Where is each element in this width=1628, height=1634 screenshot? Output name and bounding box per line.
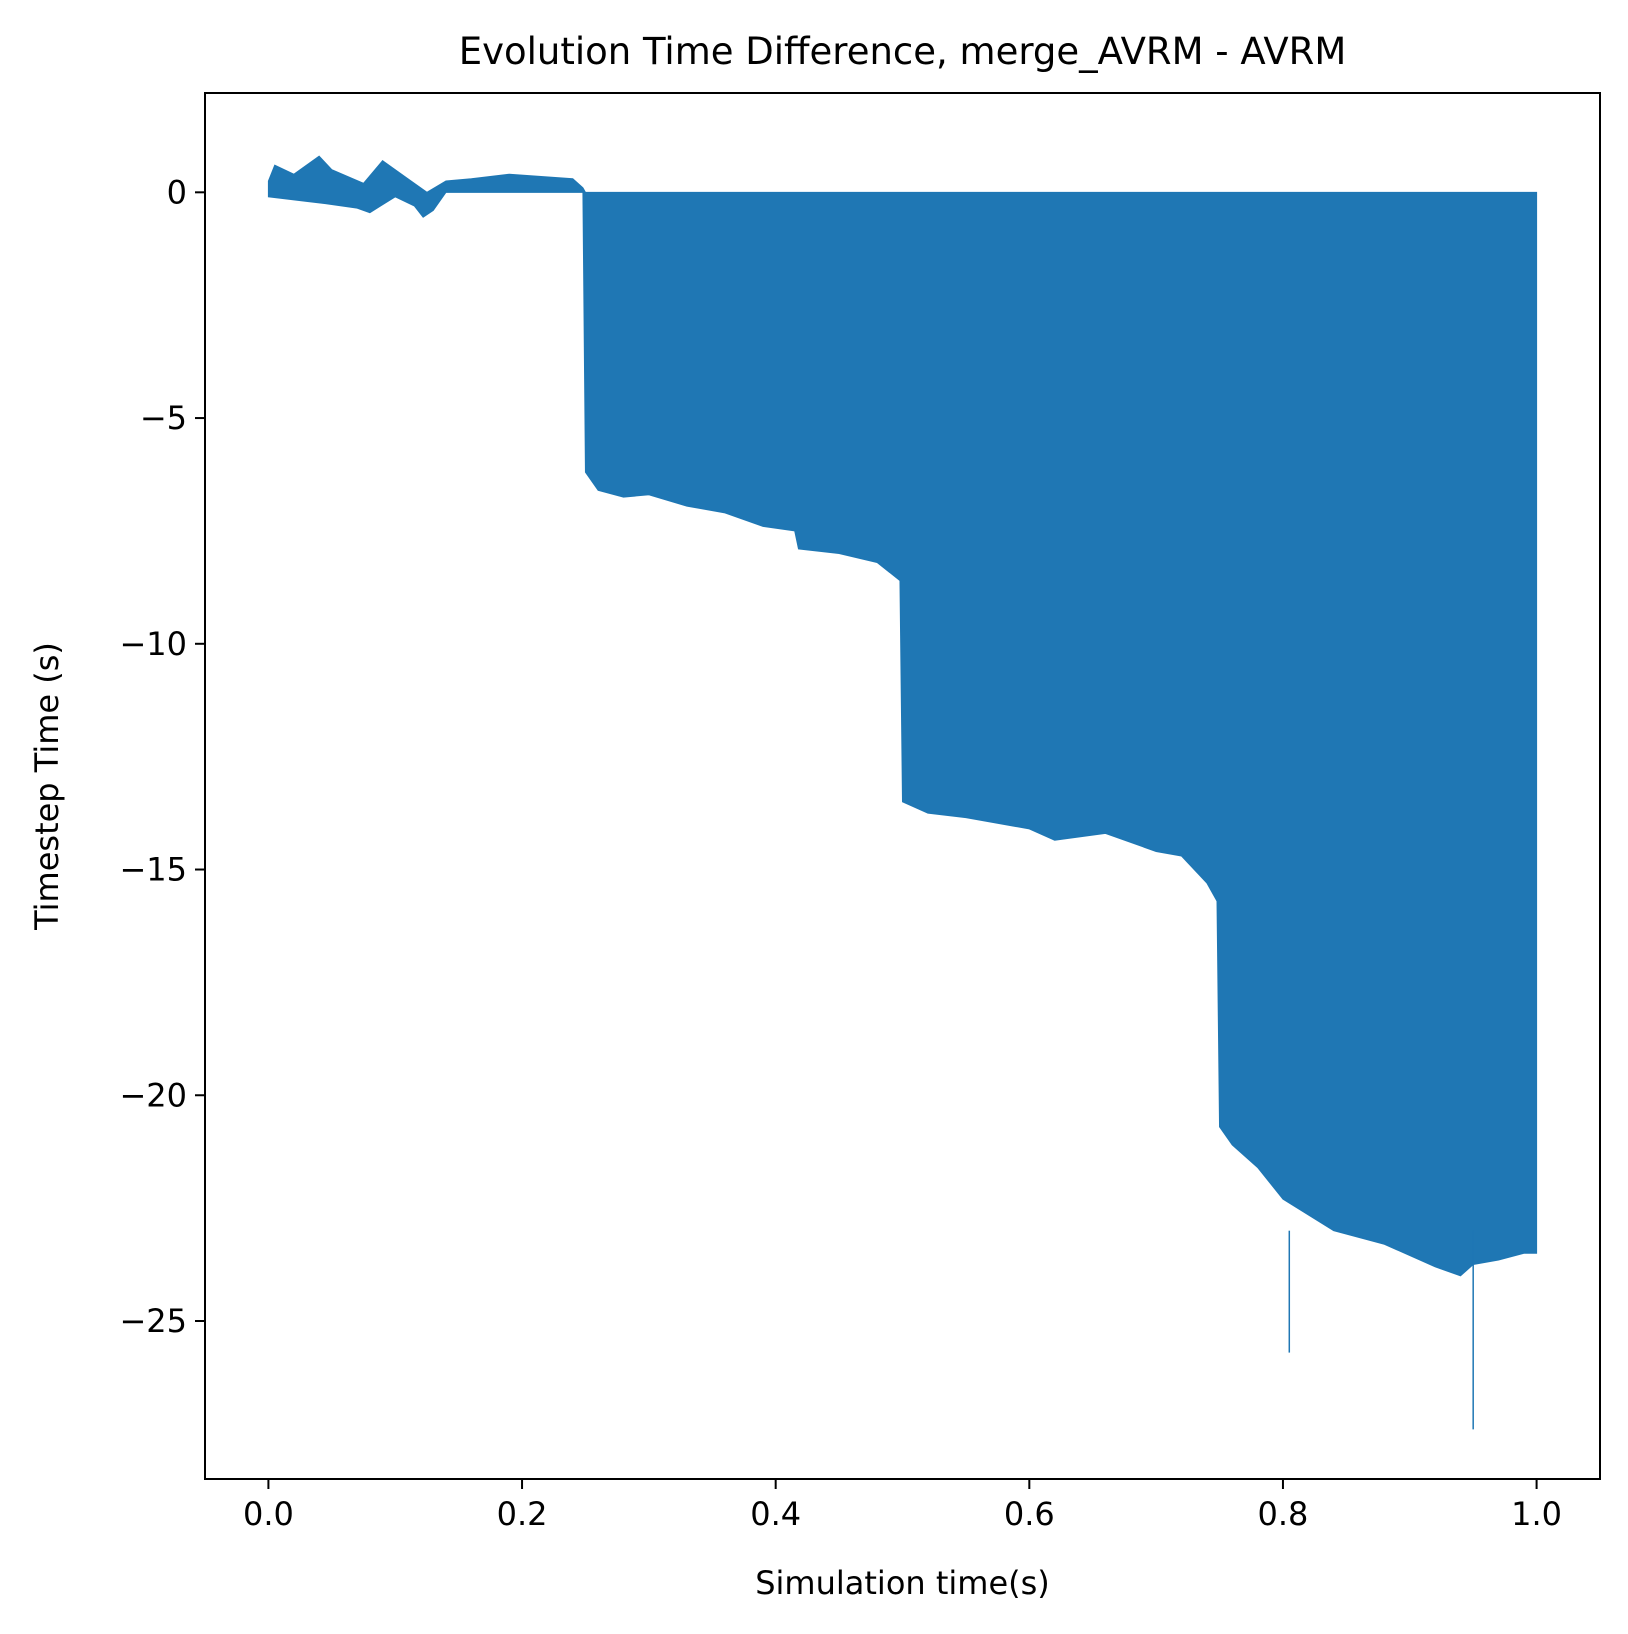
y-axis-label: Timestep Time (s): [28, 642, 66, 931]
x-tick-label-5: 1.0: [1511, 1495, 1562, 1533]
chart-title: Evolution Time Difference, merge_AVRM - …: [459, 30, 1347, 73]
y-tick-label-4: −20: [119, 1076, 187, 1114]
y-ticks: 0 −5 −10 −15 −20 −25: [119, 173, 205, 1340]
axes-frame: [204, 92, 1601, 1480]
x-axis-label: Simulation time(s): [755, 1564, 1050, 1602]
data-marks: [267, 155, 1538, 1430]
bar-series-fill: [267, 155, 1538, 1277]
y-tick-label-5: −25: [119, 1302, 187, 1340]
x-tick-label-1: 0.2: [497, 1495, 548, 1533]
y-tick-label-1: −5: [140, 399, 187, 437]
x-ticks: 0.0 0.2 0.4 0.6 0.8 1.0: [243, 1479, 1562, 1533]
y-tick-label-2: −10: [119, 625, 187, 663]
y-tick-label-0: 0: [167, 173, 187, 211]
x-tick-label-2: 0.4: [750, 1495, 801, 1533]
x-tick-label-0: 0.0: [243, 1495, 294, 1533]
x-tick-label-3: 0.6: [1004, 1495, 1055, 1533]
x-tick-label-4: 0.8: [1258, 1495, 1309, 1533]
y-tick-label-3: −15: [119, 851, 187, 889]
